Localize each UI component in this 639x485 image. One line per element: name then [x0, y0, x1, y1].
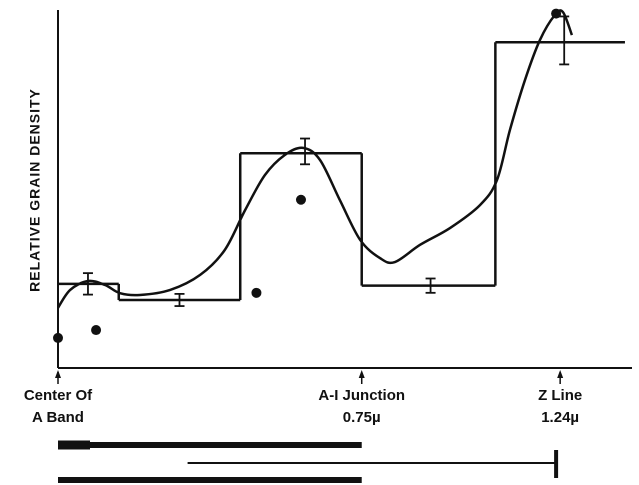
- annotation-label: Z Line: [538, 387, 582, 404]
- fit-curve: [56, 9, 574, 309]
- annotation-label: 1.24µ: [541, 409, 579, 426]
- annotation-arrowhead: [55, 370, 61, 378]
- data-point: [295, 194, 306, 205]
- y-axis-label: RELATIVE GRAIN DENSITY: [27, 88, 43, 292]
- annotation-label: Center Of: [24, 387, 93, 404]
- error-bar: [174, 292, 185, 307]
- error-bar: [425, 277, 436, 294]
- data-point: [53, 332, 63, 343]
- error-bar: [300, 137, 311, 166]
- data-point: [251, 287, 262, 298]
- annotation-label: A Band: [32, 409, 84, 426]
- data-point: [91, 325, 102, 336]
- error-bar: [82, 272, 93, 296]
- annotation-arrowhead: [358, 370, 365, 378]
- annotation-arrowhead: [557, 370, 564, 378]
- annotation-label: 0.75µ: [343, 409, 381, 426]
- annotation-label: A-I Junction: [318, 387, 405, 404]
